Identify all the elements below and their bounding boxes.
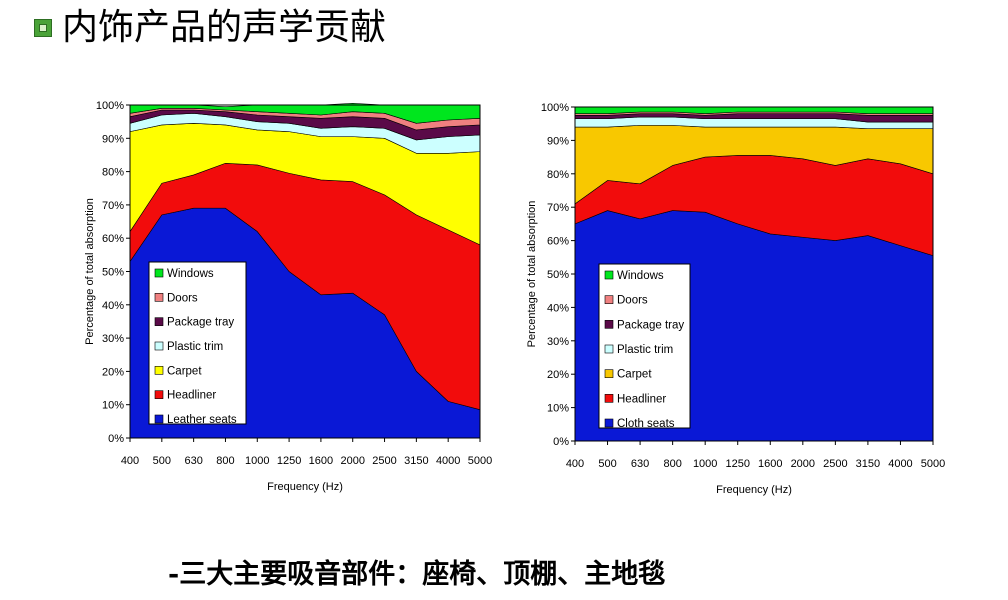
legend-label: Headliner (617, 393, 666, 405)
legend-swatch (604, 394, 614, 403)
x-tick-label: 1600 (309, 455, 333, 467)
chart-svg: 0% 10% 20% 30% 40% 50% 60% 70% 80% 90% 100% 400 500 6… (526, 102, 945, 496)
legend: Windows Doors Package tray Plastic trim Carp… (598, 263, 691, 430)
legend-label: Doors (617, 295, 648, 307)
legend-swatch (154, 341, 164, 351)
legend-swatch (154, 317, 164, 326)
legend-swatch (604, 418, 614, 428)
y-tick-label: 60% (547, 236, 569, 248)
x-tick-label: 1000 (245, 455, 269, 467)
y-tick-label: 80% (102, 167, 124, 179)
chart-cloth-seats: 0% 10% 20% 30% 40% 50% 60% 70% 80% 90% 100% 400 500 6… (520, 92, 950, 512)
legend-label: Carpet (617, 369, 652, 381)
x-tick-label: 3150 (856, 458, 880, 470)
y-tick-label: 80% (547, 169, 569, 181)
x-tick-label: 2000 (791, 458, 815, 470)
x-tick-label: 1600 (758, 458, 782, 470)
legend-swatch (604, 369, 614, 378)
x-tick-label: 630 (631, 458, 649, 470)
legend-label: Windows (167, 268, 214, 280)
y-tick-label: 50% (547, 269, 569, 281)
legend-label: Package tray (617, 319, 684, 331)
x-tick-label: 800 (216, 455, 234, 467)
y-tick-label: 10% (102, 400, 124, 412)
legend-box (598, 263, 691, 429)
legend-label: Carpet (167, 365, 202, 377)
y-tick-label: 20% (102, 366, 124, 378)
x-axis-title: Frequency (Hz) (267, 481, 343, 493)
y-tick-label: 0% (108, 433, 124, 445)
x-tick-label: 5000 (921, 458, 945, 470)
legend-label: Doors (167, 292, 198, 304)
y-tick-label: 10% (547, 403, 569, 415)
x-tick-label: 4000 (436, 455, 460, 467)
x-tick-label: 5000 (468, 455, 492, 467)
x-tick-label: 3150 (404, 455, 428, 467)
legend-swatch (604, 344, 614, 354)
legend-swatch (604, 270, 614, 280)
y-tick-label: 90% (547, 135, 569, 147)
y-axis-title: Percentage of total absorption (84, 198, 96, 345)
y-tick-label: 30% (547, 336, 569, 348)
legend-label: Cloth seats (617, 418, 675, 430)
x-tick-label: 1000 (693, 458, 717, 470)
x-tick-label: 400 (121, 455, 139, 467)
legend: Windows Doors Package tray Plastic trim Carp… (148, 261, 247, 426)
legend-swatch (154, 366, 164, 375)
legend-swatch (154, 414, 164, 424)
y-tick-label: 100% (96, 100, 124, 112)
y-tick-label: 100% (541, 102, 569, 114)
legend-label: Plastic trim (617, 344, 673, 356)
x-tick-label: 2000 (340, 455, 364, 467)
legend-label: Windows (617, 270, 664, 282)
y-tick-label: 20% (547, 369, 569, 381)
y-tick-label: 60% (102, 233, 124, 245)
x-tick-label: 800 (663, 458, 681, 470)
y-tick-label: 40% (547, 302, 569, 314)
y-tick-label: 50% (102, 267, 124, 279)
y-tick-label: 90% (102, 133, 124, 145)
page-title: 内饰产品的声学贡献 (62, 7, 387, 48)
legend-label: Leather seats (167, 414, 237, 426)
legend-swatch (604, 320, 614, 329)
legend-swatch (154, 293, 164, 302)
legend-swatch (604, 295, 614, 304)
x-tick-label: 4000 (888, 458, 912, 470)
x-tick-label: 400 (566, 458, 584, 470)
legend-label: Plastic trim (167, 341, 223, 353)
y-tick-label: 30% (102, 333, 124, 345)
x-tick-label: 1250 (725, 458, 749, 470)
legend-swatch (154, 268, 164, 278)
footer-summary: -三大主要吸音部件：座椅、顶棚、主地毯 (168, 559, 666, 590)
y-tick-label: 40% (102, 300, 124, 312)
y-tick-label: 70% (547, 202, 569, 214)
title-row: 内饰产品的声学贡献 (34, 6, 386, 50)
y-axis-title: Percentage of total absorption (526, 201, 538, 348)
legend-swatch (154, 390, 164, 399)
x-tick-label: 1250 (277, 455, 301, 467)
x-axis-title: Frequency (Hz) (716, 484, 792, 496)
y-tick-label: 70% (102, 200, 124, 212)
chart-leather-seats: 0% 10% 20% 30% 40% 50% 60% 70% 80% 90% 100% 400 500 6… (80, 92, 500, 512)
x-tick-label: 2500 (823, 458, 847, 470)
x-tick-label: 2500 (372, 455, 396, 467)
square-bullet-icon (34, 19, 52, 37)
chart-svg: 0% 10% 20% 30% 40% 50% 60% 70% 80% 90% 100% 400 500 6… (84, 100, 492, 493)
x-tick-label: 630 (184, 455, 202, 467)
legend-label: Package tray (167, 317, 234, 329)
x-tick-label: 500 (598, 458, 616, 470)
legend-label: Headliner (167, 390, 216, 402)
legend-box (148, 261, 247, 425)
y-tick-label: 0% (553, 436, 569, 448)
x-tick-label: 500 (153, 455, 171, 467)
